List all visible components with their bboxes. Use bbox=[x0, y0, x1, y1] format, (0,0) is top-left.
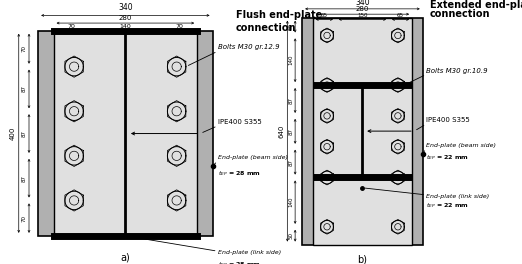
Text: 87: 87 bbox=[21, 130, 27, 137]
Text: $t_{EP}$ = 28 mm: $t_{EP}$ = 28 mm bbox=[218, 169, 261, 178]
Text: b): b) bbox=[358, 254, 367, 264]
Text: 140: 140 bbox=[120, 24, 131, 29]
Text: 140: 140 bbox=[288, 197, 293, 208]
Text: 87: 87 bbox=[288, 97, 293, 104]
Text: End-plate (beam side): End-plate (beam side) bbox=[218, 155, 288, 160]
Text: Flush end-plate: Flush end-plate bbox=[235, 10, 322, 20]
Text: 87: 87 bbox=[21, 175, 27, 182]
Text: 140: 140 bbox=[288, 55, 293, 65]
Text: Extended end-plate: Extended end-plate bbox=[430, 0, 522, 10]
Text: $t_{EP}$ = 22 mm: $t_{EP}$ = 22 mm bbox=[426, 153, 469, 162]
Text: 70: 70 bbox=[68, 24, 76, 29]
Text: connection: connection bbox=[430, 9, 490, 19]
Text: 70: 70 bbox=[175, 24, 183, 29]
Text: 340: 340 bbox=[118, 3, 133, 12]
Text: $t_{EP}$ = 28 mm: $t_{EP}$ = 28 mm bbox=[218, 260, 261, 264]
Text: IPE400 S355: IPE400 S355 bbox=[218, 119, 262, 125]
Text: 400: 400 bbox=[10, 127, 16, 140]
Text: 87: 87 bbox=[288, 128, 293, 135]
Text: 87: 87 bbox=[21, 86, 27, 92]
Text: End-plate (beam side): End-plate (beam side) bbox=[426, 143, 496, 148]
Text: 70: 70 bbox=[21, 215, 27, 221]
Bar bbox=[302, 18, 423, 244]
Text: End-plate (link side): End-plate (link side) bbox=[426, 194, 490, 199]
Text: End-plate (link side): End-plate (link side) bbox=[218, 250, 281, 255]
Text: IPE400 S355: IPE400 S355 bbox=[426, 117, 470, 123]
Bar bbox=[38, 31, 212, 236]
Text: 50: 50 bbox=[288, 23, 293, 30]
Text: connection: connection bbox=[235, 23, 296, 33]
Text: 65: 65 bbox=[397, 13, 404, 18]
Text: 340: 340 bbox=[355, 0, 370, 7]
Text: 280: 280 bbox=[118, 15, 132, 21]
Text: $t_{EP}$ = 22 mm: $t_{EP}$ = 22 mm bbox=[426, 201, 469, 210]
Text: 640: 640 bbox=[279, 124, 285, 138]
Text: 150: 150 bbox=[357, 13, 367, 18]
Text: Bolts M30 gr.10.9: Bolts M30 gr.10.9 bbox=[426, 68, 488, 74]
Text: 87: 87 bbox=[288, 159, 293, 166]
Bar bbox=[54, 31, 197, 236]
Text: 70: 70 bbox=[21, 45, 27, 52]
Bar bbox=[313, 18, 412, 244]
Text: 280: 280 bbox=[356, 6, 369, 12]
Text: Bolts M30 gr.12.9: Bolts M30 gr.12.9 bbox=[218, 44, 279, 50]
Text: a): a) bbox=[121, 252, 130, 262]
Text: 65: 65 bbox=[321, 13, 328, 18]
Text: 50: 50 bbox=[288, 232, 293, 239]
